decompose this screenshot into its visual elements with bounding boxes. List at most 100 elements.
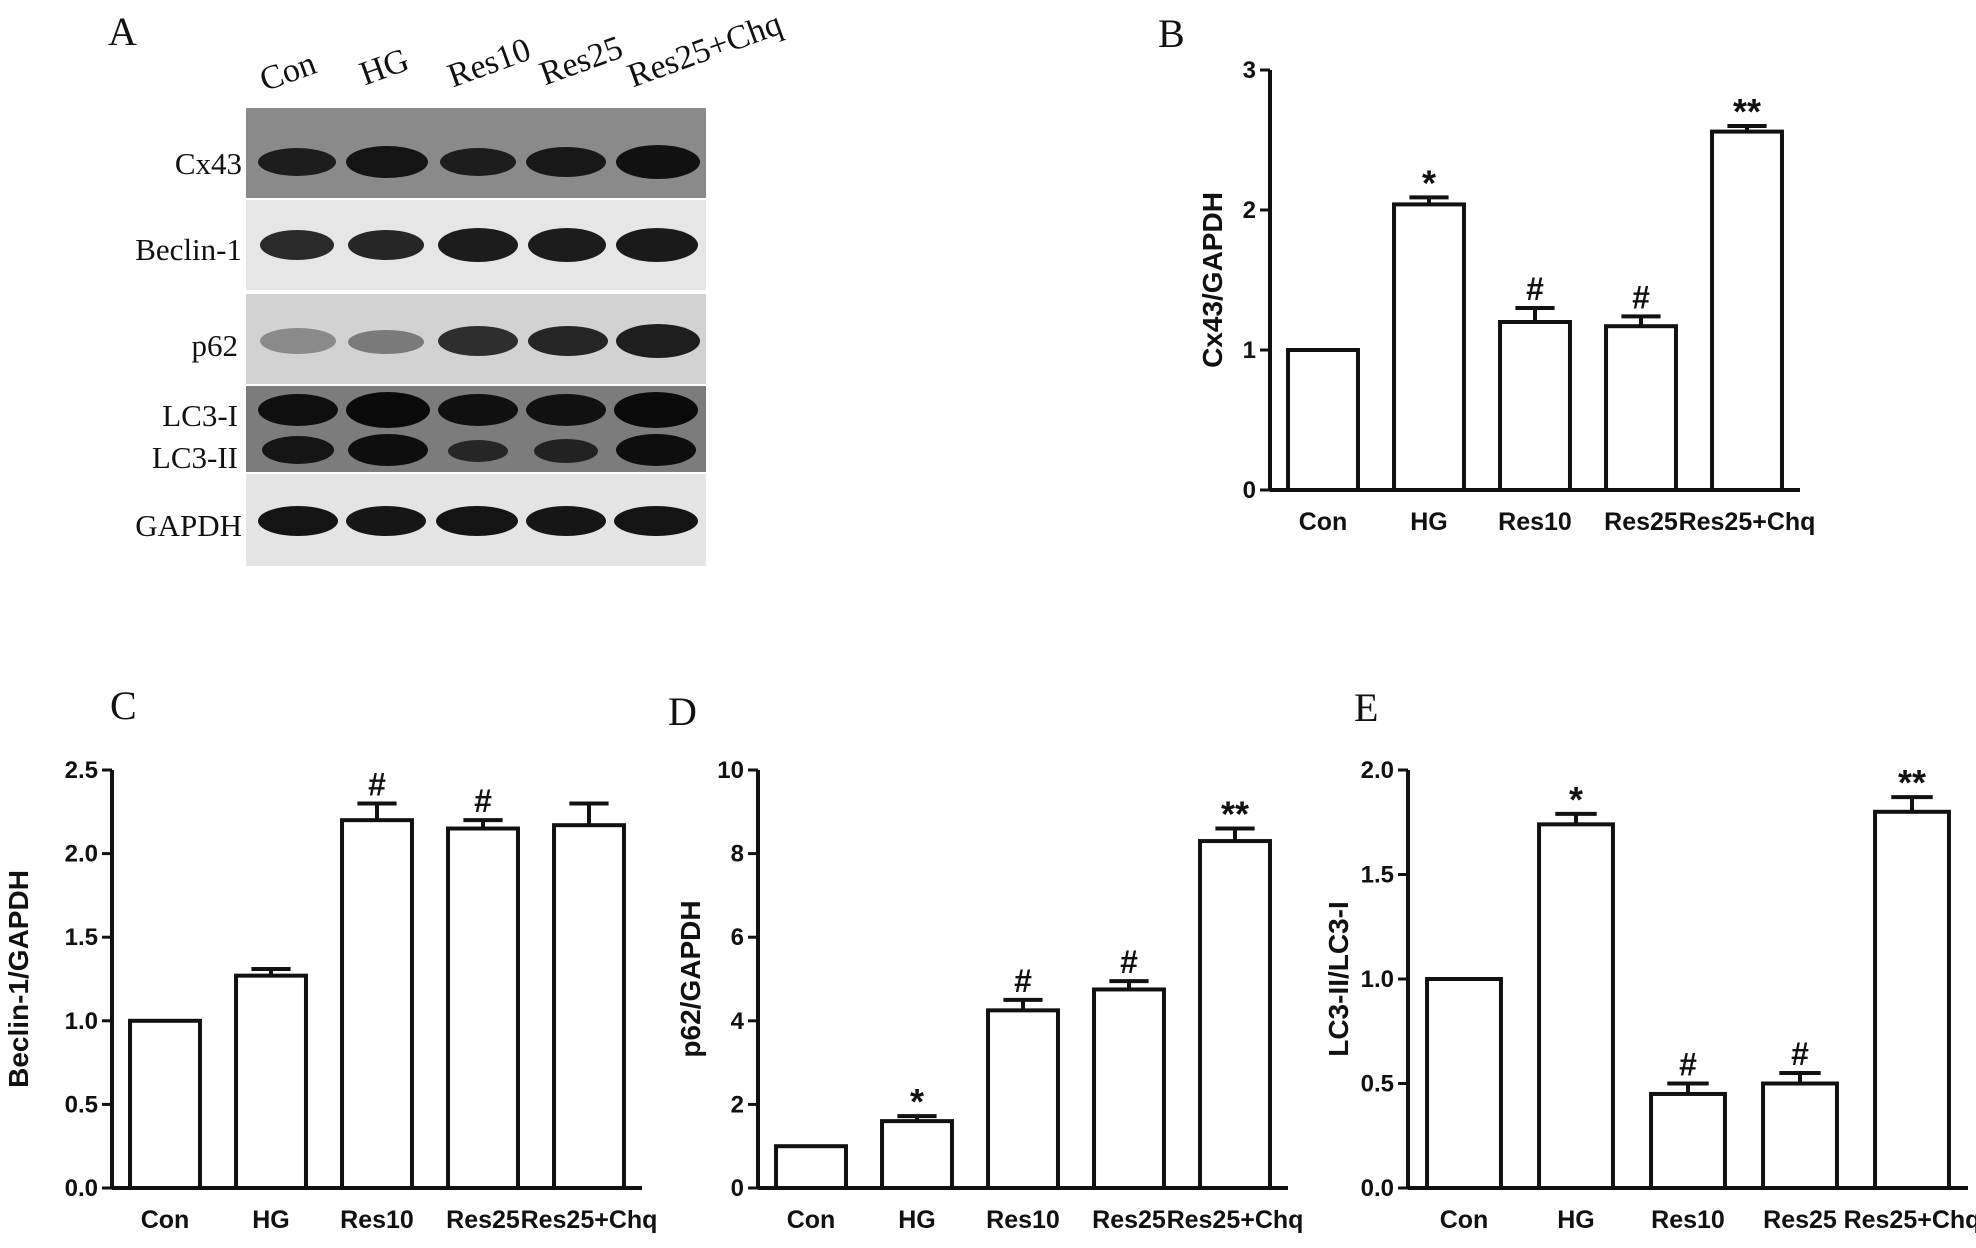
blot-band (616, 145, 700, 179)
blot-band (262, 436, 334, 464)
chart-c-y-tick-label: 2.0 (65, 841, 98, 868)
chart-e-x-tick-label: Res25+Chq (1844, 1206, 1976, 1234)
chart-d-y-axis-label: p62/GAPDH (675, 900, 706, 1057)
chart-b-significance-mark: * (1422, 162, 1436, 203)
blot-band (260, 230, 334, 260)
blot-band (440, 148, 516, 176)
blot-strip-lc3 (246, 386, 706, 472)
blot-band (346, 392, 430, 428)
protein-label-lc3-ii: LC3-II (151, 440, 238, 475)
chart-b-y-tick-label: 2 (1243, 197, 1256, 224)
chart-e-bar (1873, 809, 1951, 1190)
blot-band (258, 506, 338, 536)
chart-e-x-tick-label: Con (1440, 1206, 1489, 1234)
chart-c-bar (552, 823, 626, 1191)
blot-band (438, 326, 518, 356)
blot-band (436, 506, 518, 536)
chart-b-bar (1286, 348, 1360, 492)
blot-band (614, 506, 698, 536)
chart-d-bar (1198, 839, 1272, 1190)
chart-c-y-tick-label: 0.5 (65, 1091, 98, 1118)
panel-letter-b: B (1158, 11, 1185, 56)
blot-band (438, 228, 518, 262)
western-blot-panel: Con HG Res10 Res25 Res25+Chq Cx43 Beclin… (0, 0, 787, 590)
blot-strip-p62 (246, 294, 706, 384)
chart-b-significance-mark: ** (1733, 91, 1761, 132)
chart-c-y-tick-label: 1.0 (65, 1008, 98, 1035)
blot-strip-gapdh (246, 474, 706, 566)
chart-e-bar (1761, 1081, 1839, 1190)
chart-d-significance-mark: ** (1221, 794, 1249, 835)
chart-c-x-tick-label: Res25 (446, 1206, 520, 1234)
chart-e-bar (1649, 1091, 1727, 1190)
chart-d-significance-mark: # (1014, 963, 1032, 999)
panel-letter-c: C (110, 683, 137, 728)
chart-c-x-tick-label: HG (252, 1206, 290, 1234)
chart-c-x-tick-label: Con (141, 1206, 190, 1234)
chart-e-bar (1537, 822, 1615, 1191)
chart-b-x-tick-label: Res25 (1604, 508, 1678, 536)
chart-d-bar (986, 1008, 1060, 1190)
chart-c-significance-mark: # (368, 766, 386, 802)
chart-b-x-tick-label: Res25+Chq (1679, 508, 1816, 536)
blot-band (528, 228, 606, 262)
chart-e-bar (1425, 977, 1503, 1190)
chart-d-x-tick-label: Res10 (986, 1206, 1060, 1234)
chart-e-significance-mark: # (1679, 1047, 1697, 1083)
blot-band (348, 230, 424, 260)
chart-e-x-tick-label: Res10 (1651, 1206, 1725, 1234)
chart-d-significance-mark: * (910, 1081, 924, 1122)
chart-d-y-tick-label: 0 (731, 1175, 744, 1202)
chart-b-x-tick-label: Res10 (1498, 508, 1572, 536)
chart-e-y-axis-label: LC3-II/LC3-I (1323, 901, 1354, 1057)
blot-band (526, 394, 606, 426)
chart-b-bar (1710, 129, 1784, 492)
blot-band (534, 439, 598, 463)
chart-e-y-tick-label: 1.0 (1361, 966, 1394, 993)
blot-band (528, 326, 608, 356)
chart-c-bar (234, 973, 308, 1190)
chart-d-x-tick-label: HG (898, 1206, 936, 1234)
chart-e-y-tick-label: 2.0 (1361, 757, 1394, 784)
chart-c-bar (340, 818, 414, 1190)
blot-band (614, 392, 698, 428)
chart-c-bar (446, 826, 520, 1191)
blot-band (438, 394, 518, 426)
chart-c-y-tick-label: 0.0 (65, 1175, 98, 1202)
chart-c-y-axis-label: Beclin-1/GAPDH (3, 870, 34, 1088)
blot-strip-beclin-1 (246, 200, 706, 290)
chart-e-x-tick-label: Res25 (1763, 1206, 1837, 1234)
chart-d-y-tick-label: 2 (731, 1091, 744, 1118)
protein-label-lc3-i: LC3-I (162, 398, 238, 433)
blot-band (526, 506, 606, 536)
panel-letter-e: E (1354, 685, 1379, 730)
panel-letter-d: D (668, 689, 697, 734)
chart-e-significance-mark: ** (1898, 762, 1926, 803)
chart-b-y-axis-label: Cx43/GAPDH (1197, 192, 1228, 368)
blot-band (616, 434, 696, 466)
chart-d-x-tick-label: Con (787, 1206, 836, 1234)
chart-c-y-tick-label: 1.5 (65, 924, 98, 951)
blot-band (258, 394, 338, 426)
blot-band (258, 148, 336, 176)
chart-d-x-tick-label: Res25 (1092, 1206, 1166, 1234)
blot-band (260, 328, 336, 354)
chart-b-y-tick-label: 0 (1243, 477, 1256, 504)
chart-c-bar (128, 1018, 202, 1190)
chart-d-y-tick-label: 8 (731, 841, 744, 868)
chart-b-y-tick-label: 1 (1243, 337, 1256, 364)
blot-band (346, 146, 428, 178)
chart-d-y-tick-label: 10 (717, 757, 744, 784)
chart-e-y-tick-label: 0.0 (1361, 1175, 1394, 1202)
chart-c-significance-mark: # (474, 783, 492, 819)
blot-band (348, 330, 424, 354)
chart-e-y-tick-label: 0.5 (1361, 1071, 1394, 1098)
blot-band (348, 434, 428, 466)
protein-label-p62: p62 (191, 328, 239, 363)
chart-d-y-tick-label: 4 (731, 1008, 745, 1035)
chart-b-significance-mark: # (1526, 271, 1544, 307)
